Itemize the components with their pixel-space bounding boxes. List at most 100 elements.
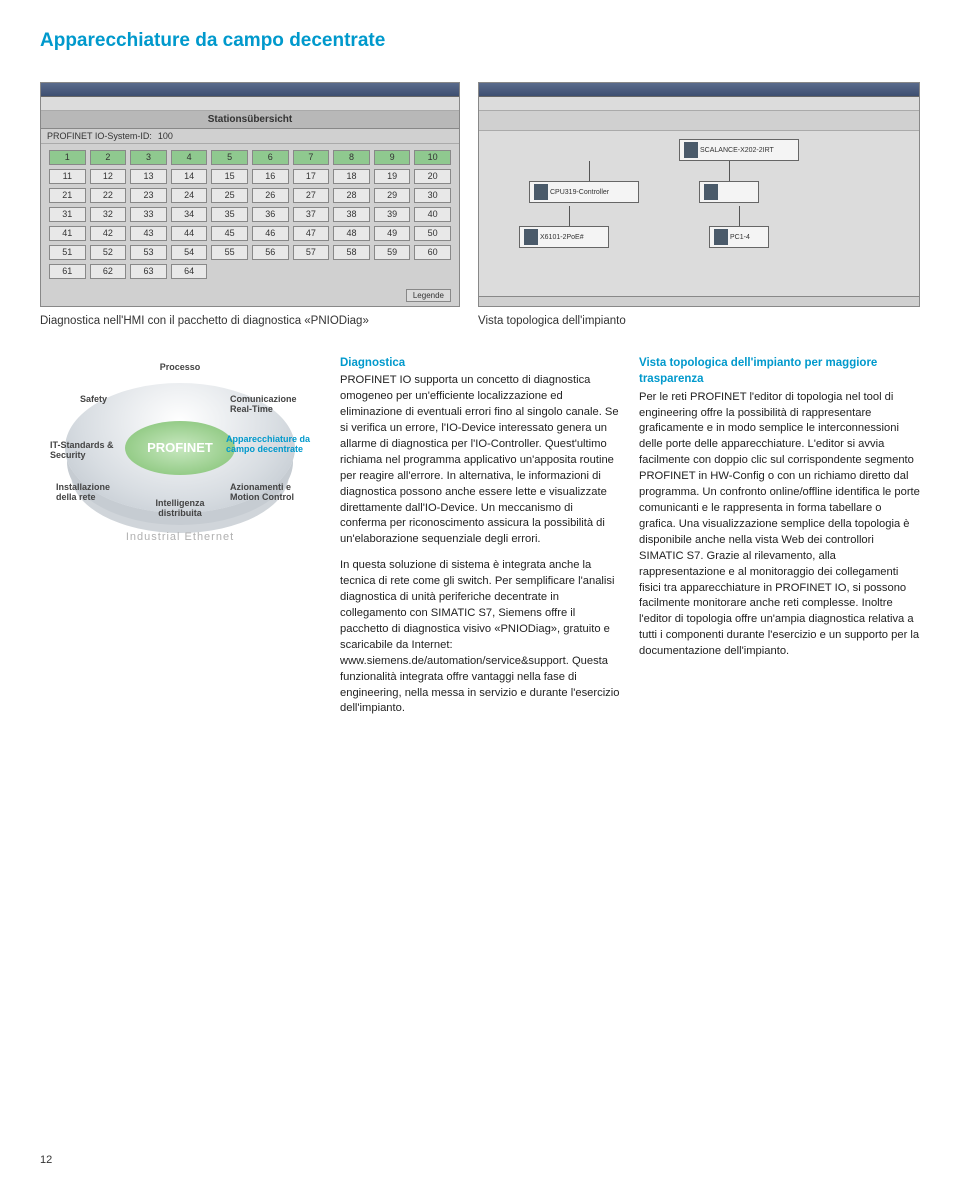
topo-node-scalance[interactable]: SCALANCE-X202-2IRT bbox=[679, 139, 799, 161]
caption-right: Vista topologica dell'impianto bbox=[478, 315, 920, 327]
station-cell[interactable]: 44 bbox=[171, 226, 208, 241]
station-cell[interactable]: 63 bbox=[130, 264, 167, 279]
screenshot-topology: SCALANCE-X202-2IRT CPU319-Controller X61… bbox=[478, 82, 920, 307]
content-row: PROFINET Processo Safety Comunicazione R… bbox=[40, 355, 920, 727]
topo-node-x6101b[interactable]: X6101-2PoE# bbox=[519, 226, 609, 248]
station-cell[interactable]: 25 bbox=[211, 188, 248, 203]
column-diagnostica: Diagnostica PROFINET IO supporta un conc… bbox=[340, 355, 621, 727]
station-cell[interactable]: 58 bbox=[333, 245, 370, 260]
station-cell[interactable]: 21 bbox=[49, 188, 86, 203]
station-grid: 1234567891011121314151617181920212223242… bbox=[41, 144, 459, 285]
station-cell[interactable]: 12 bbox=[90, 169, 127, 184]
station-cell[interactable]: 18 bbox=[333, 169, 370, 184]
station-cell[interactable]: 45 bbox=[211, 226, 248, 241]
topo-node-pc[interactable]: PC1-4 bbox=[709, 226, 769, 248]
paragraph: In questa soluzione di sistema è integra… bbox=[340, 558, 621, 717]
station-cell[interactable]: 30 bbox=[414, 188, 451, 203]
station-cell[interactable]: 42 bbox=[90, 226, 127, 241]
station-cell[interactable]: 24 bbox=[171, 188, 208, 203]
station-cell[interactable]: 10 bbox=[414, 150, 451, 165]
station-cell[interactable]: 50 bbox=[414, 226, 451, 241]
station-cell[interactable]: 3 bbox=[130, 150, 167, 165]
disc-label-processo: Processo bbox=[160, 363, 201, 373]
station-cell[interactable]: 6 bbox=[252, 150, 289, 165]
station-cell[interactable]: 8 bbox=[333, 150, 370, 165]
station-cell[interactable]: 37 bbox=[293, 207, 330, 222]
station-cell[interactable]: 39 bbox=[374, 207, 411, 222]
station-cell[interactable]: 15 bbox=[211, 169, 248, 184]
page-title: Apparecchiature da campo decentrate bbox=[40, 30, 920, 52]
disc-label-apparecchiature: Apparecchiature da campo decentrate bbox=[226, 435, 316, 455]
text-columns: Diagnostica PROFINET IO supporta un conc… bbox=[340, 355, 920, 727]
station-cell[interactable]: 38 bbox=[333, 207, 370, 222]
station-cell[interactable]: 1 bbox=[49, 150, 86, 165]
legende-button[interactable]: Legende bbox=[406, 289, 451, 302]
station-cell[interactable]: 14 bbox=[171, 169, 208, 184]
topo-edge bbox=[729, 161, 730, 181]
device-icon bbox=[704, 184, 718, 200]
caption-row: Diagnostica nell'HMI con il pacchetto di… bbox=[40, 315, 920, 327]
device-icon bbox=[534, 184, 548, 200]
station-cell[interactable]: 28 bbox=[333, 188, 370, 203]
station-cell[interactable]: 23 bbox=[130, 188, 167, 203]
station-cell[interactable]: 60 bbox=[414, 245, 451, 260]
disc-label-azionamenti: Azionamenti e Motion Control bbox=[230, 483, 310, 503]
window-toolbar bbox=[479, 97, 919, 111]
station-cell[interactable]: 48 bbox=[333, 226, 370, 241]
station-cell[interactable]: 16 bbox=[252, 169, 289, 184]
topo-edge bbox=[569, 206, 570, 226]
station-cell[interactable]: 54 bbox=[171, 245, 208, 260]
station-cell[interactable]: 40 bbox=[414, 207, 451, 222]
station-cell[interactable]: 5 bbox=[211, 150, 248, 165]
station-cell[interactable]: 52 bbox=[90, 245, 127, 260]
station-cell[interactable]: 7 bbox=[293, 150, 330, 165]
station-cell[interactable]: 13 bbox=[130, 169, 167, 184]
station-cell[interactable]: 47 bbox=[293, 226, 330, 241]
system-id-row: PROFINET IO-System-ID: 100 bbox=[41, 129, 459, 144]
station-cell[interactable]: 35 bbox=[211, 207, 248, 222]
button-row-2: Trigger AKT/DEAKT Reset Übersicht bbox=[41, 306, 459, 307]
paragraph: PROFINET IO supporta un concetto di diag… bbox=[340, 373, 621, 548]
node-label: SCALANCE-X202-2IRT bbox=[700, 147, 774, 154]
station-cell[interactable]: 59 bbox=[374, 245, 411, 260]
station-cell[interactable]: 62 bbox=[90, 264, 127, 279]
station-cell[interactable]: 27 bbox=[293, 188, 330, 203]
station-cell[interactable]: 56 bbox=[252, 245, 289, 260]
station-cell[interactable]: 41 bbox=[49, 226, 86, 241]
topo-node-cpu[interactable]: CPU319-Controller bbox=[529, 181, 639, 203]
disc-core: PROFINET bbox=[125, 421, 235, 475]
topo-node-x6101[interactable] bbox=[699, 181, 759, 203]
station-cell[interactable]: 22 bbox=[90, 188, 127, 203]
station-cell[interactable]: 46 bbox=[252, 226, 289, 241]
station-cell[interactable]: 49 bbox=[374, 226, 411, 241]
disc-label-safety: Safety bbox=[80, 395, 107, 405]
station-cell[interactable]: 61 bbox=[49, 264, 86, 279]
device-icon bbox=[684, 142, 698, 158]
station-cell[interactable]: 11 bbox=[49, 169, 86, 184]
id-value: 100 bbox=[158, 131, 173, 141]
station-cell[interactable]: 64 bbox=[171, 264, 208, 279]
station-cell[interactable]: 57 bbox=[293, 245, 330, 260]
station-cell[interactable]: 34 bbox=[171, 207, 208, 222]
station-cell[interactable]: 29 bbox=[374, 188, 411, 203]
station-cell[interactable]: 51 bbox=[49, 245, 86, 260]
page-number: 12 bbox=[40, 1154, 52, 1166]
station-cell[interactable]: 55 bbox=[211, 245, 248, 260]
node-label: X6101-2PoE# bbox=[540, 234, 584, 241]
station-cell[interactable]: 20 bbox=[414, 169, 451, 184]
station-cell[interactable]: 2 bbox=[90, 150, 127, 165]
station-cell[interactable]: 31 bbox=[49, 207, 86, 222]
station-cell[interactable]: 17 bbox=[293, 169, 330, 184]
disc-ring-text: Industrial Ethernet bbox=[126, 531, 234, 543]
station-cell[interactable]: 9 bbox=[374, 150, 411, 165]
station-cell[interactable]: 53 bbox=[130, 245, 167, 260]
station-cell[interactable]: 32 bbox=[90, 207, 127, 222]
heading-vista-topologica: Vista topologica dell'impianto per maggi… bbox=[639, 355, 920, 388]
device-icon bbox=[524, 229, 538, 245]
station-cell[interactable]: 43 bbox=[130, 226, 167, 241]
station-cell[interactable]: 36 bbox=[252, 207, 289, 222]
station-cell[interactable]: 33 bbox=[130, 207, 167, 222]
station-cell[interactable]: 19 bbox=[374, 169, 411, 184]
station-cell[interactable]: 26 bbox=[252, 188, 289, 203]
station-cell[interactable]: 4 bbox=[171, 150, 208, 165]
